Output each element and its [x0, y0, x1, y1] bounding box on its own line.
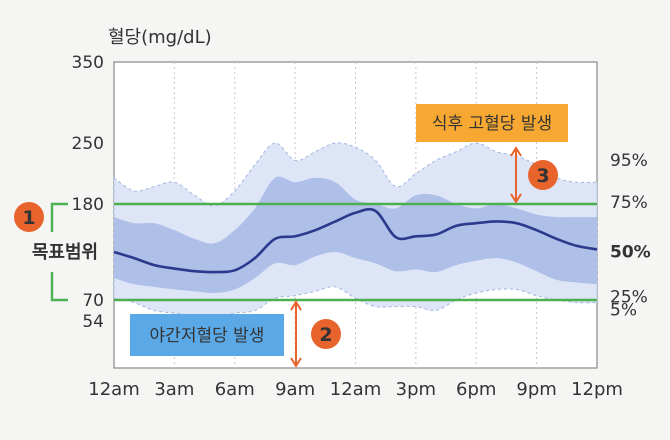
y-tick-label: 350 [72, 53, 104, 73]
marker-1-icon [14, 202, 44, 232]
y-axis-title: 혈당(mg/dL) [108, 27, 212, 48]
percentile-label-p50: 50% [610, 242, 651, 262]
x-tick-label: 9am [275, 379, 315, 400]
percentile-labels: 95% 75% 50% 25%5% [610, 151, 651, 320]
percentile-label-p75: 75% [610, 193, 648, 213]
x-tick-label: 12am [88, 379, 139, 400]
inner-percentile-band [114, 176, 597, 294]
postmeal-hyper-box [416, 104, 568, 142]
hyper-arrow [510, 146, 522, 204]
percentile-label-p5: 5% [610, 301, 637, 321]
nocturnal-hypo-box [130, 314, 284, 356]
x-tick-label: 6am [215, 379, 255, 400]
marker-3-number: 3 [536, 165, 549, 187]
hypo-arrow [290, 300, 302, 368]
x-tick-label: 12pm [571, 379, 623, 400]
x-tick-label: 3pm [396, 379, 436, 400]
y-tick-label: 70 [82, 291, 104, 311]
y-tick-label: 54 [82, 312, 104, 332]
percentile-label-p95: 95% [610, 151, 648, 171]
y-tick-label: 250 [72, 134, 104, 154]
marker-1-number: 1 [22, 207, 35, 229]
target-range-label: 목표범위 [32, 242, 98, 263]
x-tick-label: 3am [154, 379, 194, 400]
marker-2-icon [311, 319, 341, 349]
target-range-label-bg [22, 234, 108, 268]
marker-3-icon [528, 160, 558, 190]
y-tick-label: 180 [72, 195, 104, 215]
target-range-bracket [50, 202, 68, 302]
x-tick-label: 9pm [516, 379, 556, 400]
x-tick-label: 12am [330, 379, 381, 400]
postmeal-hyper-label: 식후 고혈당 발생 [432, 114, 552, 134]
percentile-label-p25: 25% [610, 287, 648, 307]
marker-2-number: 2 [319, 324, 332, 346]
nocturnal-hypo-label: 야간저혈당 발생 [150, 326, 265, 346]
x-tick-label: 6pm [456, 379, 496, 400]
x-tick-labels: 12am 3am 6am 9am 12am 3pm 6pm 9pm 12pm [88, 379, 623, 400]
median-line [113, 207, 598, 274]
